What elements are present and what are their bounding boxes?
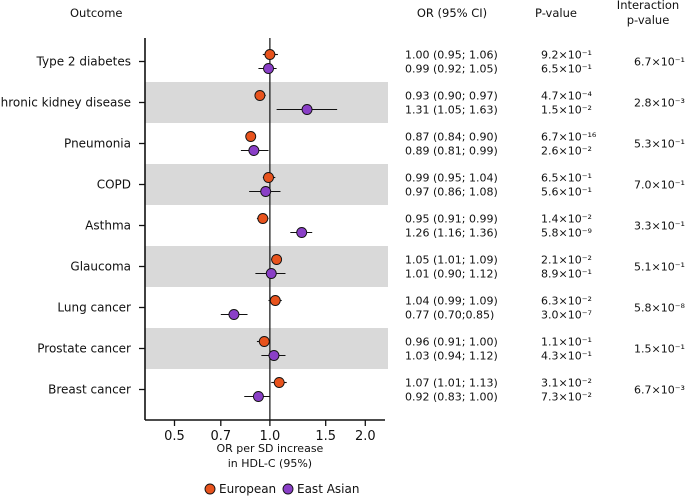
pvalue-european: 2.1×10⁻² (541, 254, 592, 267)
row-label: Type 2 diabetes (36, 55, 131, 69)
point-east-asian (296, 227, 308, 238)
point-european (245, 131, 257, 142)
legend-east-asian-label: East Asian (297, 482, 359, 496)
or-ci-east-asian: 0.89 (0.81; 0.99) (405, 145, 498, 158)
or-ci-east-asian: 0.97 (0.86; 1.08) (405, 186, 498, 199)
point-european (271, 254, 283, 265)
point-european (269, 295, 281, 306)
interaction-pvalue: 1.5×10⁻¹ (634, 343, 685, 356)
row-label: Lung cancer (57, 301, 131, 315)
header-or: OR (95% CI) (417, 6, 487, 20)
pvalue-east-asian: 2.6×10⁻² (541, 145, 592, 158)
row-label: Pneumonia (64, 137, 131, 151)
pvalue-european: 1.1×10⁻¹ (541, 336, 592, 349)
or-ci-east-asian: 1.01 (0.90; 1.12) (405, 268, 498, 281)
interaction-pvalue: 2.8×10⁻³ (634, 97, 685, 110)
header-outcome: Outcome (70, 6, 123, 20)
or-ci-east-asian: 1.26 (1.16; 1.36) (405, 227, 498, 240)
point-east-asian (301, 104, 313, 115)
point-european (273, 377, 285, 388)
pvalue-european: 3.1×10⁻² (541, 377, 592, 390)
interaction-pvalue: 6.7×10⁻³ (634, 384, 685, 397)
x-tick-label: 0.7 (210, 429, 231, 444)
interaction-pvalue: 7.0×10⁻¹ (634, 179, 685, 192)
or-ci-european: 0.99 (0.95; 1.04) (405, 172, 498, 185)
or-ci-european: 1.00 (0.95; 1.06) (405, 49, 498, 62)
row-band (145, 328, 388, 369)
row-band (145, 164, 388, 205)
pvalue-european: 4.7×10⁻⁴ (541, 90, 593, 103)
point-east-asian (265, 268, 277, 279)
row-band (145, 82, 388, 123)
or-ci-east-asian: 1.31 (1.05; 1.63) (405, 104, 498, 117)
or-ci-east-asian: 0.92 (0.83; 1.00) (405, 391, 498, 404)
or-ci-european: 1.05 (1.01; 1.09) (405, 254, 498, 267)
pvalue-east-asian: 8.9×10⁻¹ (541, 268, 592, 281)
or-ci-european: 0.95 (0.91; 0.99) (405, 213, 498, 226)
point-east-asian (248, 145, 260, 156)
point-european (263, 172, 274, 183)
point-european (258, 336, 270, 347)
interaction-pvalue: 3.3×10⁻¹⁰ (634, 220, 685, 233)
x-axis-title-2: in HDL-C (95%) (228, 457, 312, 470)
or-ci-european: 0.87 (0.84; 0.90) (405, 131, 498, 144)
row-label: Chronic kidney disease (0, 96, 131, 110)
or-ci-european: 0.96 (0.91; 1.00) (405, 336, 498, 349)
point-east-asian (252, 391, 264, 402)
pvalue-european: 6.7×10⁻¹⁶ (541, 131, 597, 144)
interaction-pvalue: 5.1×10⁻¹ (634, 261, 685, 274)
pvalue-east-asian: 3.0×10⁻⁷ (541, 309, 592, 322)
interaction-pvalue: 5.3×10⁻¹ (634, 138, 685, 151)
pvalue-european: 9.2×10⁻¹ (541, 49, 592, 62)
row-label: COPD (97, 178, 131, 192)
row-band (145, 246, 388, 287)
pvalue-european: 6.3×10⁻² (541, 295, 592, 308)
or-ci-east-asian: 0.77 (0.70;0.85) (405, 309, 494, 322)
legend-east-asian-marker (282, 483, 294, 495)
x-tick-label: 1.5 (315, 429, 336, 444)
point-east-asian (260, 186, 272, 197)
pvalue-east-asian: 1.5×10⁻² (541, 104, 592, 117)
point-east-asian (268, 350, 280, 361)
pvalue-east-asian: 4.3×10⁻¹ (541, 350, 592, 363)
x-tick-label: 2.0 (355, 429, 376, 444)
row-label: Glaucoma (70, 260, 131, 274)
or-ci-east-asian: 1.03 (0.94; 1.12) (405, 350, 498, 363)
header-pvalue: P-value (535, 6, 577, 20)
pvalue-east-asian: 5.6×10⁻¹ (541, 186, 592, 199)
x-tick-label: 0.5 (164, 429, 185, 444)
or-ci-east-asian: 0.99 (0.92; 1.05) (405, 63, 498, 76)
row-label: Prostate cancer (37, 342, 131, 356)
x-axis-title: OR per SD increase (216, 442, 323, 455)
legend-european-marker (204, 483, 216, 495)
pvalue-european: 6.5×10⁻¹ (541, 172, 592, 185)
or-ci-european: 1.07 (1.01; 1.13) (405, 377, 498, 390)
point-european (257, 213, 269, 224)
pvalue-east-asian: 7.3×10⁻² (541, 391, 592, 404)
interaction-pvalue: 5.8×10⁻⁸ (634, 302, 685, 315)
point-east-asian (228, 309, 240, 320)
point-european (264, 49, 276, 60)
interaction-pvalue: 6.7×10⁻¹ (634, 56, 685, 69)
pvalue-east-asian: 5.8×10⁻⁹ (541, 227, 592, 240)
row-label: Asthma (85, 219, 131, 233)
pvalue-european: 1.4×10⁻² (541, 213, 592, 226)
point-east-asian (263, 63, 274, 74)
or-ci-european: 0.93 (0.90; 0.97) (405, 90, 498, 103)
x-tick-label: 1.0 (260, 429, 281, 444)
row-label: Breast cancer (48, 383, 131, 397)
point-european (254, 90, 266, 101)
header-interaction: Interaction (617, 0, 679, 12)
pvalue-east-asian: 6.5×10⁻¹ (541, 63, 592, 76)
header-interaction-2: p-value (627, 13, 670, 27)
or-ci-european: 1.04 (0.99; 1.09) (405, 295, 498, 308)
legend-european-label: European (219, 482, 276, 496)
